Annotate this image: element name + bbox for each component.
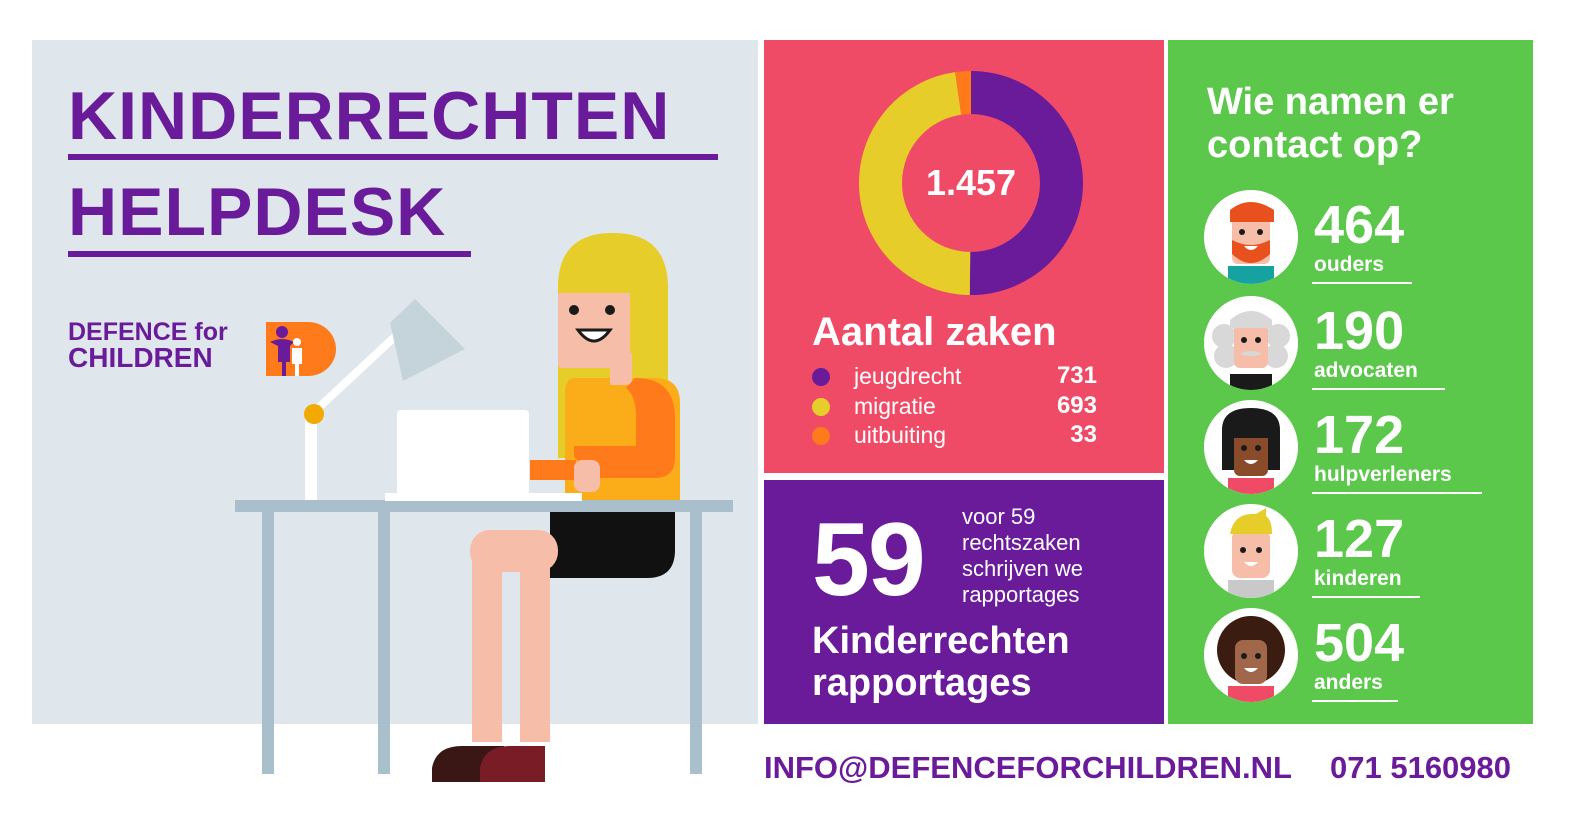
leg-right [520, 550, 550, 742]
contact-underline [1312, 700, 1398, 702]
legend-value: 33 [1070, 421, 1097, 448]
contact-label: anders [1314, 671, 1383, 694]
reports-description-line: rapportages [962, 582, 1080, 607]
reports-title-line-2: rapportages [812, 662, 1032, 704]
contact-value: 504 [1314, 613, 1405, 673]
defence-for-children-logo-icon [266, 322, 336, 376]
reports-title-line-1: Kinderrechten [812, 620, 1070, 662]
contact-value: 127 [1314, 509, 1405, 569]
legend-dot-jeugdrecht [812, 368, 830, 386]
curly-hair-person-icon [1204, 608, 1298, 702]
legend-row-jeugdrecht: jeugdrecht 731 [812, 362, 1097, 390]
legend-value: 693 [1056, 392, 1097, 419]
legend-row-uitbuiting: uitbuiting 33 [812, 421, 1097, 449]
face [558, 288, 630, 368]
reports-description-line: voor 59 [962, 504, 1036, 529]
skirt [550, 510, 675, 578]
contact-underline [1312, 492, 1482, 494]
laptop-screen [397, 410, 529, 495]
contact-label: ouders [1314, 253, 1385, 276]
lamp-shade [390, 299, 465, 381]
contact-value: 172 [1314, 405, 1405, 465]
blond-child-icon [1204, 504, 1298, 598]
woman-dark-hair-icon [1204, 400, 1298, 494]
contact-row-ouders: 464 ouders [1200, 190, 1520, 290]
legend-value: 731 [1056, 362, 1097, 389]
leg-left [472, 550, 502, 742]
laptop-base [385, 493, 582, 501]
bearded-man-icon [1204, 190, 1298, 284]
footer-phone-number: 071 5160980 [1330, 750, 1512, 785]
donut-hole [902, 114, 1040, 252]
legend-dot-migratie [812, 398, 830, 416]
legend-dot-uitbuiting [812, 427, 830, 445]
contact-row-advocaten: 190 advocaten [1200, 296, 1520, 396]
contact-value: 190 [1314, 301, 1405, 361]
logo-text-line-2: CHILDREN [68, 342, 213, 373]
legend-label: jeugdrecht [854, 363, 962, 389]
contact-value: 464 [1314, 195, 1405, 255]
logo-text-line-1: DEFENCE for [68, 318, 228, 346]
contact-label: advocaten [1314, 359, 1418, 382]
contact-row-kinderen: 127 kinderen [1200, 504, 1520, 604]
arm [574, 378, 675, 478]
cases-donut-chart: 1.457 [858, 71, 1083, 295]
contact-label: kinderen [1314, 567, 1402, 590]
contact-underline [1312, 388, 1445, 390]
reports-description: voor 59 rechtszaken schrijven we rapport… [962, 504, 1083, 608]
lamp-joint [304, 404, 324, 424]
contacts-title-line-2: contact op? [1207, 124, 1423, 166]
reports-panel [764, 480, 1164, 724]
lamp-stand [305, 413, 317, 501]
title-underline-2 [68, 251, 471, 257]
legend-label: migratie [854, 393, 936, 419]
hand [574, 460, 600, 492]
footer-email-link[interactable]: INFO@DEFENCEFORCHILDREN.NL [764, 750, 1292, 785]
legend-label: uitbuiting [854, 422, 947, 448]
page-title-line-1: KINDERRECHTEN [68, 78, 671, 154]
judge-wig-icon [1204, 296, 1298, 390]
contact-underline [1312, 596, 1420, 598]
chart-title: Aantal zaken [812, 310, 1057, 354]
contact-underline [1312, 282, 1412, 284]
reports-description-line: schrijven we [962, 556, 1084, 581]
donut-center-total: 1.457 [926, 162, 1016, 203]
contact-row-anders: 504 anders [1200, 608, 1520, 708]
legend-row-migratie: migratie 693 [812, 392, 1097, 420]
title-underline-1 [68, 154, 718, 160]
helpdesk-worker-illustration [235, 233, 733, 782]
reports-description-line: rechtszaken [962, 530, 1081, 555]
desk-top [235, 500, 733, 512]
lamp-arm [311, 327, 405, 415]
contact-label: hulpverleners [1314, 463, 1452, 486]
hair-fringe [558, 233, 658, 293]
reports-count: 59 [812, 502, 926, 618]
page-title-line-2: HELPDESK [68, 174, 447, 250]
shoe-right [480, 746, 545, 782]
contact-row-hulpverleners: 172 hulpverleners [1200, 400, 1520, 500]
contacts-title-line-1: Wie namen er [1207, 81, 1454, 123]
